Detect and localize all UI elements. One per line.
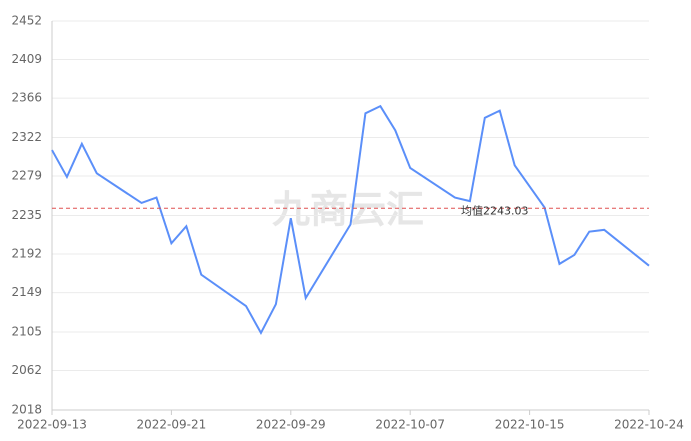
- x-tick-label: 2022-10-07: [375, 418, 445, 432]
- x-tick-label: 2022-10-15: [495, 418, 565, 432]
- x-tick-label: 2022-10-24: [614, 418, 684, 432]
- y-tick-label: 2018: [11, 403, 42, 417]
- watermark: 九商云汇: [272, 188, 424, 232]
- y-tick-label: 2192: [11, 247, 42, 261]
- line: [51, 104, 650, 336]
- y-tick-label: 2279: [11, 169, 42, 183]
- x-tick-label: 2022-09-13: [17, 418, 87, 432]
- y-tick-label: 2105: [11, 325, 42, 339]
- x-tick-label: 2022-09-21: [137, 418, 207, 432]
- y-tick-label: 2149: [11, 285, 42, 299]
- y-tick-label: 2322: [11, 130, 42, 144]
- y-tick-label: 2409: [11, 52, 42, 66]
- y-tick-label: 2452: [11, 14, 42, 28]
- y-tick-label: 2062: [11, 363, 42, 377]
- x-tick-label: 2022-09-29: [256, 418, 326, 432]
- y-tick-label: 2235: [11, 208, 42, 222]
- average-label: 均值2243.03: [461, 204, 529, 217]
- y-tick-label: 2366: [11, 91, 42, 105]
